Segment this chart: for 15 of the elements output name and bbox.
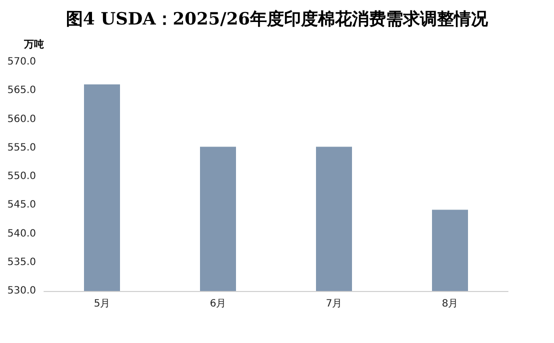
chart-title: 图4 USDA：2025/26年度印度棉花消费需求调整情况 (66, 10, 489, 30)
x-tick-label: 5月 (94, 298, 110, 310)
y-tick-label: 550.0 (7, 171, 36, 182)
x-tick-label: 6月 (210, 298, 226, 310)
y-tick-label: 540.0 (7, 228, 36, 240)
x-tick-label: 7月 (326, 298, 342, 310)
y-tick-label: 545.0 (7, 200, 36, 211)
y-tick-label: 560.0 (7, 114, 36, 125)
y-tick-label: 565.0 (7, 85, 36, 96)
y-tick-label: 570.0 (7, 56, 36, 68)
y-axis-title: 万吨 (23, 38, 44, 50)
x-tick-label: 8月 (442, 298, 458, 310)
y-tick-label: 555.0 (7, 142, 36, 154)
y-tick-label: 530.0 (7, 286, 36, 296)
y-tick-label: 535.0 (7, 256, 36, 268)
